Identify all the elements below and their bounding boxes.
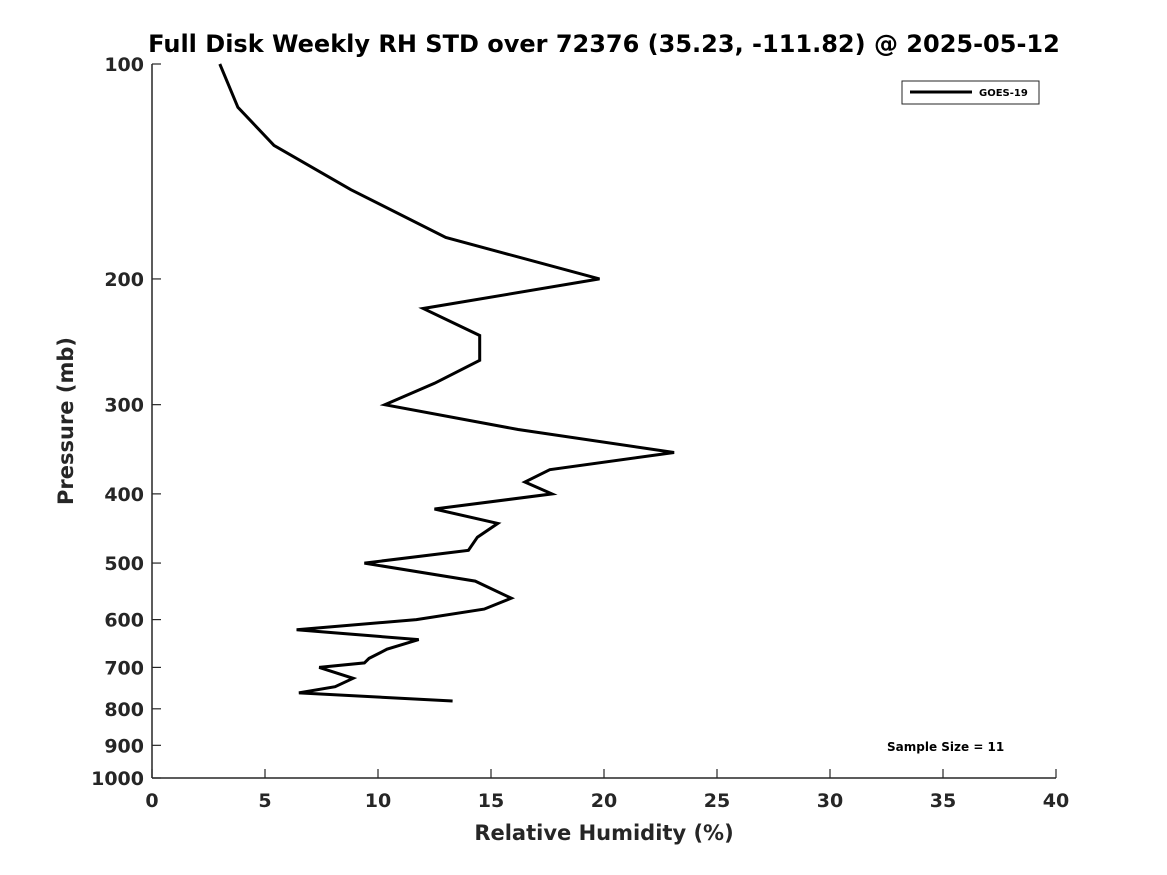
x-tick-label: 0 — [145, 790, 158, 812]
y-axis-label: Pressure (mb) — [54, 337, 78, 505]
y-tick-label: 500 — [104, 553, 144, 575]
x-axis-label: Relative Humidity (%) — [474, 821, 733, 845]
x-tick-label: 35 — [930, 790, 956, 812]
y-tick-label: 1000 — [91, 768, 144, 790]
legend: GOES-19 — [901, 80, 1040, 105]
x-ticks: 0 5 10 15 20 25 30 35 40 — [145, 769, 1069, 812]
sample-size-annotation: Sample Size = 11 — [887, 740, 1004, 754]
x-tick-label: 10 — [365, 790, 391, 812]
series-layer — [218, 63, 675, 703]
y-tick-label: 700 — [104, 657, 144, 679]
y-tick-label: 200 — [104, 269, 144, 291]
x-tick-label: 30 — [817, 790, 843, 812]
y-tick-label: 100 — [104, 54, 144, 76]
y-tick-label: 900 — [104, 735, 144, 757]
x-tick-label: 15 — [478, 790, 504, 812]
x-tick-label: 20 — [591, 790, 617, 812]
y-tick-label: 600 — [104, 610, 144, 632]
legend-label: GOES-19 — [979, 88, 1028, 99]
y-tick-label: 800 — [104, 699, 144, 721]
y-tick-label: 400 — [104, 484, 144, 506]
x-tick-label: 25 — [704, 790, 730, 812]
x-tick-label: 40 — [1043, 790, 1069, 812]
x-tick-label: 5 — [258, 790, 271, 812]
axes — [151, 64, 1056, 779]
chart-title: Full Disk Weekly RH STD over 72376 (35.2… — [148, 30, 1060, 58]
series-line-0 — [218, 63, 675, 703]
y-ticks: 100 200 300 400 500 600 700 800 900 1000 — [91, 54, 161, 790]
y-tick-label: 300 — [104, 395, 144, 417]
